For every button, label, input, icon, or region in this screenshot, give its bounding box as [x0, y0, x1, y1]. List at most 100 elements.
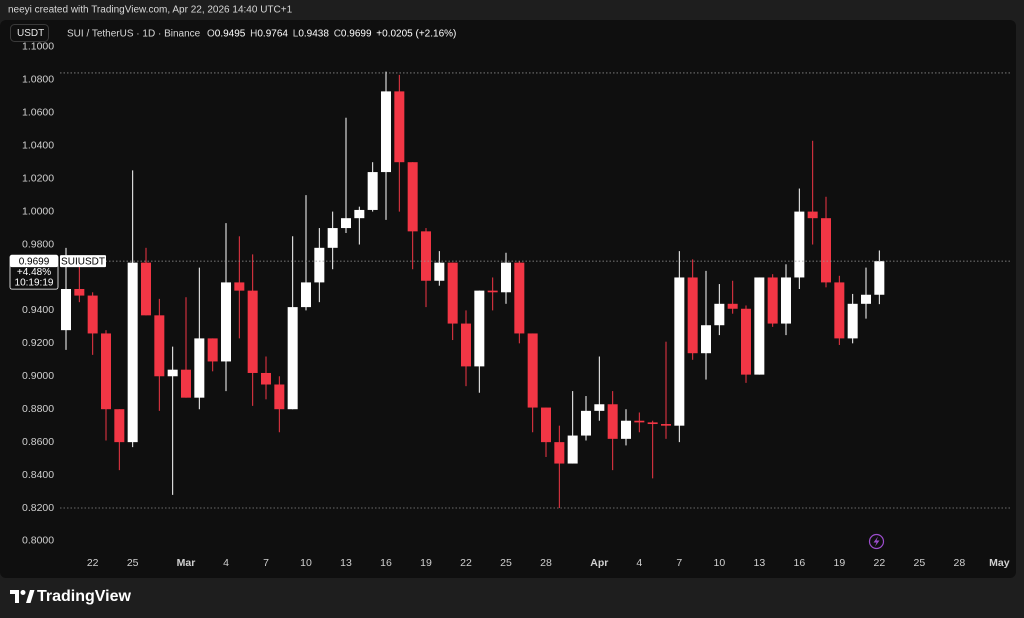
- ohlc-letter: C: [334, 28, 341, 39]
- candle-body: [581, 410, 592, 436]
- x-tick-label: 25: [127, 557, 139, 569]
- candle-body: [647, 422, 658, 425]
- logo-shape: [20, 590, 26, 595]
- y-tick-label: 1.0200: [22, 172, 54, 184]
- candle-body: [447, 262, 458, 324]
- candle-body: [181, 369, 192, 398]
- ohlc-letter: H: [250, 28, 257, 39]
- x-tick-label: 19: [420, 557, 432, 569]
- ohlc-letter: L: [293, 28, 299, 39]
- candle-body: [834, 282, 845, 339]
- candle-body: [221, 282, 232, 362]
- y-tick-label: 0.9200: [22, 337, 54, 349]
- candle-body: [661, 424, 672, 426]
- candle-body: [261, 372, 272, 385]
- x-tick-label: 7: [263, 557, 269, 569]
- logo-shape: [10, 590, 19, 603]
- candle-body: [594, 404, 605, 411]
- candle-body: [287, 307, 298, 410]
- y-tick-label: 0.8600: [22, 436, 54, 448]
- candle-body: [61, 288, 71, 331]
- x-tick-label: 25: [913, 557, 925, 569]
- candle-body: [727, 303, 738, 309]
- candle-body: [687, 277, 698, 354]
- x-tick-label: 10: [713, 557, 725, 569]
- candle-body: [74, 288, 85, 296]
- candle-body: [634, 420, 645, 423]
- x-tick-label: 22: [460, 557, 472, 569]
- candle-body: [514, 262, 525, 334]
- candle-body: [194, 338, 205, 398]
- ohlc-letter: O: [207, 28, 215, 39]
- candle-body: [567, 435, 578, 464]
- symbol-tag: [60, 255, 106, 268]
- candle-body: [167, 369, 178, 377]
- price-change: +4.48%: [17, 267, 51, 278]
- candle-body: [807, 211, 818, 219]
- x-tick-label: 22: [873, 557, 885, 569]
- symbol-title: SUI / TetherUS · 1D · Binance: [67, 28, 201, 39]
- y-tick-label: 1.0400: [22, 140, 54, 152]
- x-tick-label: 16: [793, 557, 805, 569]
- candle-body: [394, 91, 405, 163]
- candle-body: [154, 315, 165, 377]
- x-tick-label: May: [989, 557, 1010, 569]
- candle-body: [674, 277, 685, 426]
- candle-body: [247, 290, 258, 373]
- candle-body: [861, 294, 872, 304]
- y-tick-label: 1.0800: [22, 74, 54, 86]
- candle-body: [207, 338, 218, 362]
- alert-icon[interactable]: [868, 533, 885, 550]
- candle-body: [754, 277, 765, 375]
- currency-label[interactable]: USDT: [17, 28, 44, 39]
- countdown: 10:19:19: [15, 277, 54, 288]
- candle-body: [474, 290, 485, 367]
- candle-body: [141, 262, 152, 316]
- ohlc-value: 0.9495: [215, 28, 246, 39]
- x-tick-label: Mar: [177, 557, 196, 569]
- chart-panel: [0, 20, 1016, 578]
- candle-body: [741, 308, 752, 375]
- candle-body: [701, 325, 712, 354]
- candle-body: [327, 228, 338, 248]
- y-tick-label: 0.9800: [22, 238, 54, 250]
- x-tick-label: Apr: [590, 557, 608, 569]
- y-tick-label: 0.8000: [22, 535, 54, 547]
- x-tick-label: 13: [753, 557, 765, 569]
- ohlc-value: 0.9764: [257, 28, 288, 39]
- candle-body: [114, 409, 125, 443]
- candle-body: [434, 262, 445, 281]
- candle-body: [821, 218, 832, 283]
- candle-body: [501, 262, 512, 293]
- candle-body: [301, 282, 312, 308]
- candle-body: [714, 303, 725, 326]
- legend: SUI / TetherUS · 1D · Binance O0.9495 H0…: [67, 28, 456, 39]
- x-tick-label: 16: [380, 557, 392, 569]
- y-tick-label: 0.8800: [22, 403, 54, 415]
- candle-body: [421, 231, 432, 281]
- candle-body: [341, 218, 352, 229]
- candle-body: [607, 404, 618, 439]
- y-tick-label: 0.8400: [22, 469, 54, 481]
- alert-bolt: [873, 536, 880, 547]
- candle-body: [234, 282, 245, 291]
- y-tick-label: 1.0000: [22, 205, 54, 217]
- x-tick-label: 22: [87, 557, 99, 569]
- currency-button[interactable]: [10, 24, 49, 42]
- x-tick-label: 4: [223, 557, 229, 569]
- candle-body: [101, 333, 112, 410]
- ohlc-value: 0.9438: [298, 28, 329, 39]
- price-label: 0.9699: [19, 256, 50, 267]
- candle-body: [87, 295, 98, 334]
- x-tick-label: 19: [833, 557, 845, 569]
- candle-body: [527, 333, 538, 408]
- change-label: +0.0205 (+2.16%): [376, 28, 456, 39]
- candle-body: [461, 323, 472, 367]
- x-tick-label: 13: [340, 557, 352, 569]
- candle-body: [367, 172, 378, 210]
- y-tick-label: 0.8200: [22, 502, 54, 514]
- ohlc-value: 0.9699: [341, 28, 372, 39]
- x-tick-label: 7: [676, 557, 682, 569]
